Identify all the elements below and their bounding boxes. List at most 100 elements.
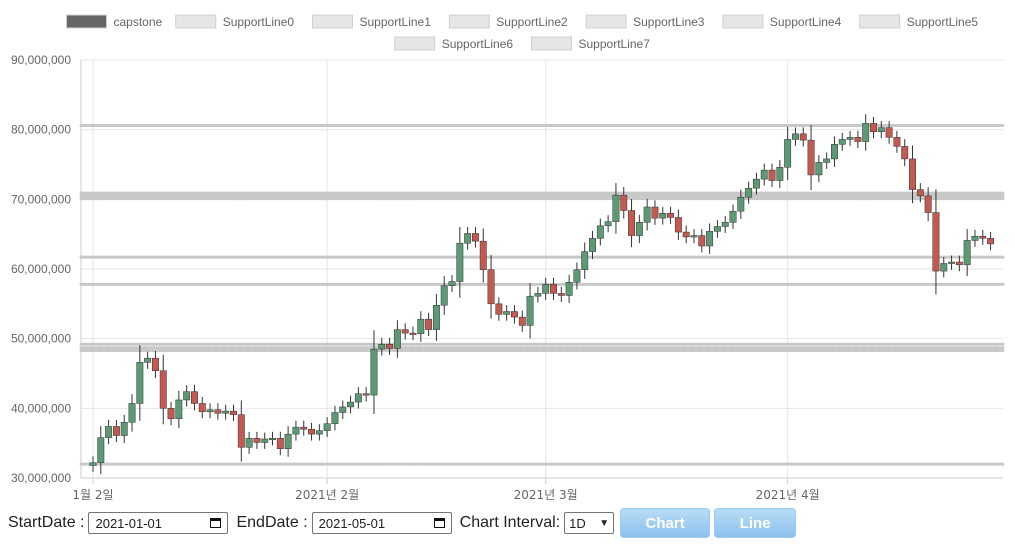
candle <box>831 136 838 167</box>
candle-body <box>971 236 979 241</box>
candle-body <box>752 178 760 189</box>
candle <box>729 204 737 230</box>
legend-swatch <box>448 14 490 29</box>
candle-body <box>183 391 191 401</box>
candle-body <box>776 167 784 181</box>
calendar-icon[interactable] <box>209 516 223 530</box>
legend-swatch <box>531 36 572 51</box>
candle <box>604 215 612 233</box>
candle-body <box>745 187 753 198</box>
candle <box>635 214 643 243</box>
candle-body <box>760 169 768 180</box>
candle <box>440 276 448 315</box>
legend-item[interactable]: SupportLine1 <box>312 14 432 29</box>
candle-body <box>425 318 433 330</box>
end-date-input[interactable]: 2021-05-01 <box>311 512 452 534</box>
candle-body <box>635 222 643 236</box>
y-tick-label: 90,000,000 <box>11 53 71 67</box>
candle-body <box>432 304 440 330</box>
candle <box>792 127 799 146</box>
candle-body <box>105 426 113 438</box>
candle <box>159 354 167 425</box>
candle-body <box>495 303 503 315</box>
candle <box>479 228 487 283</box>
candle <box>940 256 948 278</box>
legend-swatch <box>394 36 436 51</box>
x-tick-label: 2021년 2월 <box>295 488 359 502</box>
candle-body <box>284 433 292 449</box>
candle <box>768 163 776 187</box>
candle <box>230 404 237 422</box>
candle-body <box>690 235 698 238</box>
legend-item[interactable]: SupportLine7 <box>531 36 651 51</box>
legend-item[interactable]: SupportLine4 <box>722 14 842 29</box>
candle <box>261 432 269 449</box>
support-lines <box>79 123 1005 466</box>
candle <box>222 404 230 420</box>
candle <box>862 114 870 151</box>
candle-body <box>245 438 253 448</box>
candle <box>870 116 877 139</box>
y-tick-label: 50,000,000 <box>11 332 71 346</box>
candle <box>628 198 635 248</box>
x-tick-label: 2021년 3월 <box>514 488 578 502</box>
candle <box>89 456 97 472</box>
candle <box>916 183 924 203</box>
candle <box>378 337 386 356</box>
candle-body <box>932 212 940 272</box>
candle-body <box>237 414 245 448</box>
candle <box>573 262 581 290</box>
candle <box>955 255 963 272</box>
candlestick-chart: 30,000,000 40,000,000 50,000,000 60,000,000… <box>11 14 1005 502</box>
candle-body <box>144 357 152 363</box>
chart-button[interactable]: Chart <box>620 508 711 538</box>
legend-swatch <box>722 14 764 29</box>
candle-body <box>503 311 511 315</box>
legend-swatch <box>585 14 627 29</box>
candle-body <box>518 316 526 326</box>
candle-body <box>526 295 534 326</box>
candles <box>89 114 995 475</box>
legend-item[interactable]: SupportLine0 <box>175 14 295 29</box>
candle-body <box>877 127 885 133</box>
line-button[interactable]: Line <box>714 508 797 538</box>
candle <box>323 417 331 438</box>
candle-body <box>963 240 971 266</box>
candle <box>198 397 206 419</box>
candle <box>331 405 339 431</box>
candle <box>518 310 526 332</box>
candle <box>885 121 893 144</box>
candle-body <box>550 284 557 294</box>
candle-body <box>159 370 167 409</box>
legend-label: SupportLine3 <box>633 15 705 29</box>
chart-interval-select[interactable]: 1D ▼ <box>564 512 615 534</box>
candle-body <box>916 189 924 197</box>
candle-body <box>378 343 386 350</box>
candle <box>487 254 495 319</box>
candle-body <box>557 293 565 296</box>
candle-body <box>97 437 105 463</box>
legend-item[interactable]: SupportLine2 <box>448 14 568 29</box>
candle-body <box>940 263 948 272</box>
candle-body <box>230 410 237 415</box>
candle-body <box>456 242 464 282</box>
legend-item[interactable]: capstone <box>66 14 163 29</box>
x-tick-label: 1월 2일 <box>72 488 113 502</box>
candle <box>557 286 565 302</box>
candle <box>214 403 222 420</box>
y-tick-label: 40,000,000 <box>11 401 71 415</box>
candle-body <box>893 137 901 147</box>
legend-label: SupportLine5 <box>907 15 979 29</box>
candle <box>596 218 604 246</box>
legend-item[interactable]: SupportLine5 <box>859 14 979 29</box>
y-tick-label: 60,000,000 <box>11 262 71 276</box>
candle <box>971 229 979 247</box>
legend-item[interactable]: SupportLine6 <box>394 36 514 51</box>
candle <box>651 200 659 225</box>
candle <box>534 286 542 303</box>
calendar-icon[interactable] <box>433 516 447 530</box>
candle-body <box>620 194 628 211</box>
start-date-input[interactable]: 2021-01-01 <box>88 512 229 534</box>
legend-item[interactable]: SupportLine3 <box>585 14 705 29</box>
candle-body <box>838 139 846 145</box>
